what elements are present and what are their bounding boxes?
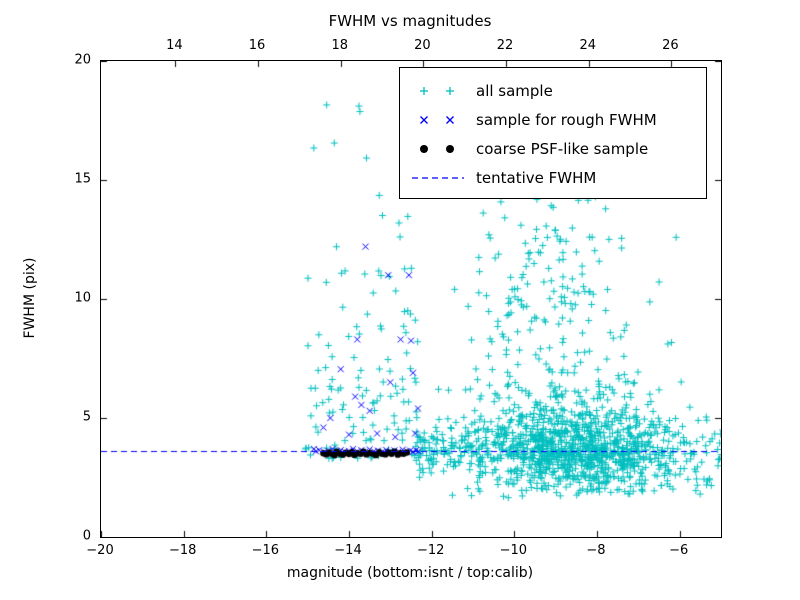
x-tick-label: −12 — [416, 543, 445, 558]
y-tick-label: 20 — [74, 52, 91, 68]
top-tick-label: 24 — [579, 38, 596, 53]
y-tick-label: 0 — [82, 528, 91, 544]
legend-entry: sample for rough FWHM — [410, 105, 696, 134]
x-tick-label: −8 — [586, 543, 606, 558]
x-tick-label: −14 — [334, 543, 362, 558]
dashed-line-marker-icon — [412, 176, 464, 179]
legend-label: tentative FWHM — [476, 168, 597, 187]
x-tick-label: −20 — [86, 543, 114, 558]
legend-entry: tentative FWHM — [410, 163, 696, 192]
legend-label: all sample — [476, 81, 553, 100]
x-axis-label: magnitude (bottom:isnt / top:calib) — [286, 565, 534, 581]
top-tick-label: 18 — [331, 38, 348, 53]
plus-marker-icon — [420, 86, 454, 95]
legend-label: coarse PSF-like sample — [476, 139, 649, 158]
y-axis-label: FWHM (pix) — [22, 257, 38, 339]
legend-entry: coarse PSF-like sample — [410, 134, 696, 163]
cross-marker-icon — [420, 115, 454, 124]
y-tick-label: 15 — [74, 171, 91, 187]
y-tick-label: 10 — [74, 290, 91, 306]
x-tick-label: −10 — [499, 543, 528, 558]
top-tick-label: 26 — [662, 38, 679, 53]
legend-entry: all sample — [410, 76, 696, 105]
legend: all sample sample for rough FWHM coarse PS… — [399, 67, 707, 199]
plot-area: all sample sample for rough FWHM coarse PS… — [100, 60, 722, 538]
x-tick-label: −18 — [168, 543, 197, 558]
x-tick-label: −6 — [669, 543, 689, 558]
top-tick-label: 14 — [166, 38, 183, 53]
legend-label: sample for rough FWHM — [476, 110, 657, 129]
top-tick-label: 16 — [248, 38, 266, 53]
top-tick-label: 22 — [496, 38, 514, 53]
dot-marker-icon — [420, 144, 454, 153]
chart-title: FWHM vs magnitudes — [328, 12, 492, 30]
x-tick-label: −16 — [251, 543, 280, 558]
top-tick-label: 20 — [414, 38, 431, 53]
y-tick-label: 5 — [82, 409, 91, 425]
